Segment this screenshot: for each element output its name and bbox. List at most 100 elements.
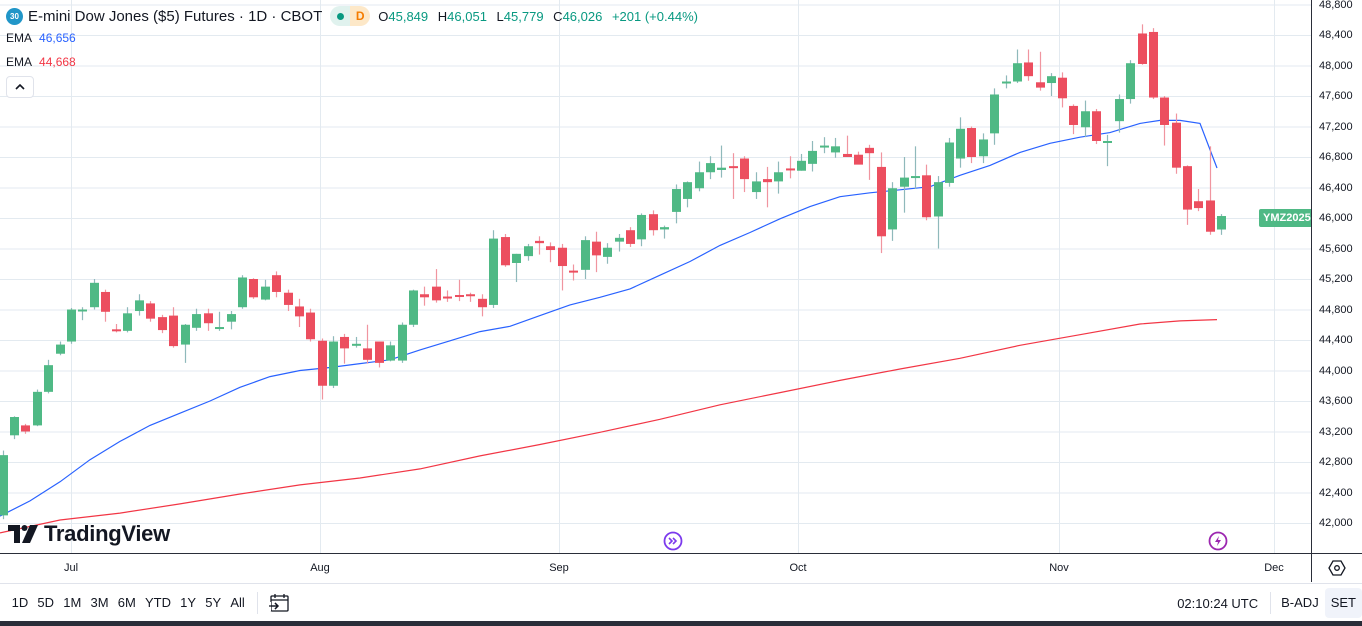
candle [340, 333, 349, 364]
candle [123, 307, 132, 333]
candle [524, 243, 533, 261]
candle [934, 176, 943, 249]
candle [786, 156, 795, 179]
candle [979, 133, 988, 164]
candle [752, 172, 761, 199]
range-button-6m[interactable]: 6M [117, 594, 136, 610]
ema-fast-value: 46,656 [39, 31, 76, 45]
candle [169, 307, 178, 348]
candle [386, 341, 395, 362]
candle [478, 294, 487, 317]
lightning-circle-icon [1208, 531, 1228, 551]
range-button-ytd[interactable]: YTD [144, 594, 171, 610]
candle [363, 324, 372, 364]
candle [967, 126, 976, 164]
back-adjust-toggle[interactable]: B-ADJ [1281, 595, 1319, 610]
settlement-toggle[interactable]: SET [1324, 588, 1362, 618]
candle [626, 227, 635, 247]
time-tick: Aug [310, 562, 330, 574]
candle [603, 243, 612, 264]
candle [569, 264, 578, 281]
candle [67, 307, 76, 344]
price-axis[interactable]: 48,800 48,400 48,000 47,600 47,200 46,800 46,4… [1311, 0, 1362, 553]
range-button-1y[interactable]: 1Y [180, 594, 197, 610]
candle [717, 145, 726, 178]
candle [649, 210, 658, 236]
range-button-5d[interactable]: 5D [37, 594, 55, 610]
indicator-ema-fast[interactable]: EMA 46,656 [6, 31, 76, 45]
candle [1092, 108, 1101, 145]
candle [990, 88, 999, 145]
tradingview-wordmark: TradingView [44, 521, 170, 546]
earnings-event-icon[interactable] [1208, 531, 1228, 551]
bottom-toolbar: 1D 5D 1M 3M 6M YTD 1Y 5Y All 02:10:24 UTC B-ADJ … [0, 583, 1362, 621]
candle [1149, 28, 1158, 100]
candle [797, 153, 806, 171]
candle [318, 338, 327, 400]
chart-pane[interactable]: 30 E-mini Dow Jones ($5) Futures · 1D · … [0, 0, 1311, 553]
candle [306, 308, 315, 342]
market-status-pill[interactable]: D [330, 6, 371, 26]
candle [352, 336, 361, 348]
candlestick-chart[interactable] [0, 0, 1311, 553]
utc-clock[interactable]: 02:10:24 UTC [1177, 595, 1259, 611]
candle [249, 278, 258, 299]
collapse-legend-button[interactable] [6, 76, 34, 98]
indicator-ema-slow[interactable]: EMA 44,668 [6, 55, 76, 69]
candle [398, 322, 407, 363]
candle [181, 323, 190, 363]
candle [1036, 51, 1045, 91]
price-tick: 42,000 [1319, 517, 1353, 529]
candle [56, 341, 65, 356]
symbol-legend-row[interactable]: 30 E-mini Dow Jones ($5) Futures · 1D · … [6, 6, 704, 26]
price-tick: 45,600 [1319, 242, 1353, 255]
candle [44, 359, 53, 394]
range-button-all[interactable]: All [230, 594, 245, 610]
candle [375, 341, 384, 368]
price-tick: 43,200 [1319, 425, 1353, 438]
axis-settings-button[interactable] [1311, 553, 1362, 582]
delayed-data-badge: D [350, 6, 371, 26]
candle [1172, 113, 1181, 174]
candle [546, 242, 555, 263]
range-button-3m[interactable]: 3M [90, 594, 109, 610]
candle [1138, 24, 1147, 65]
tradingview-logo[interactable]: TradingView [8, 521, 170, 547]
price-tick: 42,800 [1319, 456, 1353, 468]
chart-legend: 30 E-mini Dow Jones ($5) Futures · 1D · … [6, 6, 704, 98]
candle [489, 230, 498, 308]
date-range-buttons: 1D 5D 1M 3M 6M YTD 1Y 5Y All [0, 584, 249, 622]
candle [1194, 189, 1203, 212]
candle [10, 416, 19, 440]
candle [432, 269, 441, 303]
candle [1081, 100, 1090, 138]
candle [854, 151, 863, 165]
price-tick: 42,400 [1319, 486, 1353, 499]
settings-hexagon-icon [1328, 560, 1346, 576]
range-button-5y[interactable]: 5Y [205, 594, 222, 610]
candle [1217, 214, 1226, 235]
candle [831, 137, 840, 158]
candle [0, 450, 8, 520]
time-tick: Jul [63, 562, 79, 574]
candle [888, 182, 897, 241]
candle [615, 234, 624, 252]
candle [922, 164, 931, 221]
price-tick: 46,000 [1319, 212, 1353, 224]
price-tick: 46,800 [1319, 151, 1353, 163]
symbol-price-label: YMZ2025 [1259, 209, 1311, 227]
symbol-logo-icon: 30 [6, 7, 23, 25]
candle [660, 225, 669, 239]
time-axis[interactable]: Jul Aug Sep Oct Nov Dec [0, 553, 1311, 582]
price-tick: 48,800 [1319, 0, 1353, 11]
range-button-1d[interactable]: 1D [11, 594, 29, 610]
chevron-up-icon [15, 84, 25, 90]
candle [204, 308, 213, 331]
candle [637, 213, 646, 247]
candle [1013, 49, 1022, 84]
range-button-1m[interactable]: 1M [63, 594, 82, 610]
dividend-event-icon[interactable] [663, 531, 683, 551]
symbol-title[interactable]: E-mini Dow Jones ($5) Futures · 1D · CBO… [28, 7, 323, 25]
go-to-date-button[interactable] [266, 590, 292, 616]
candle [740, 156, 749, 193]
